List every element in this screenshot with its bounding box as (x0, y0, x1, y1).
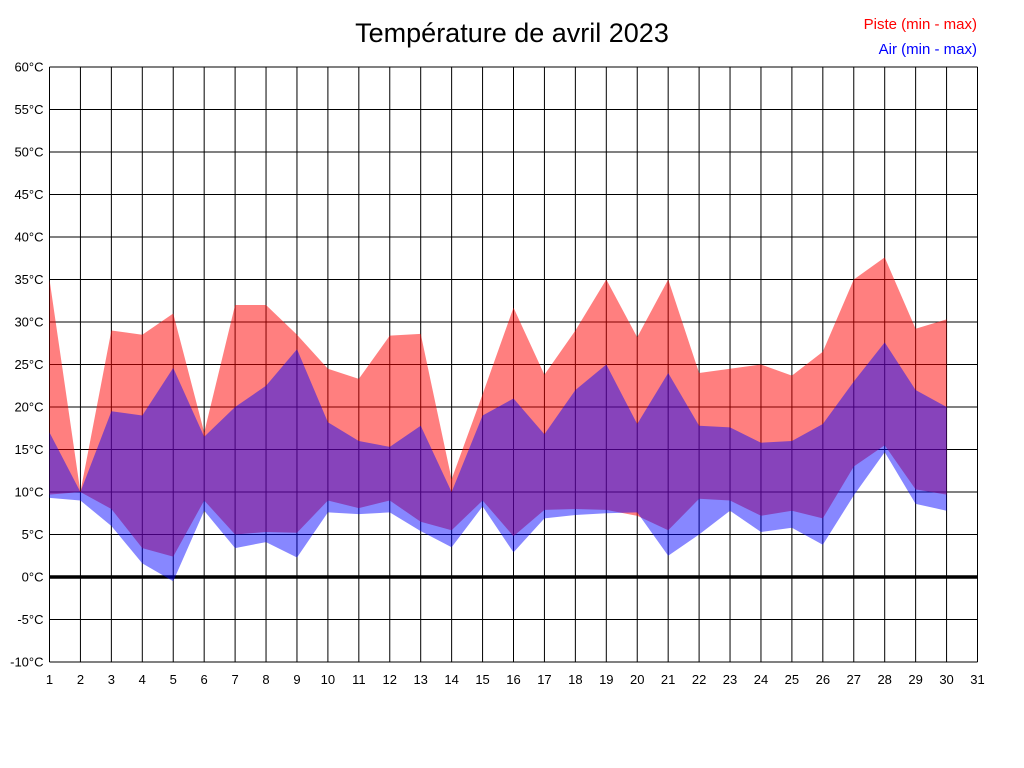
y-tick-label: 50°C (14, 145, 43, 160)
legend-air-label: Air (min - max) (878, 41, 977, 58)
x-tick-label: 15 (475, 672, 489, 687)
y-tick-label: 40°C (14, 230, 43, 245)
band-layer (49, 257, 947, 582)
x-tick-label: 24 (754, 672, 768, 687)
y-tick-label: 5°C (22, 527, 44, 542)
x-tick-label: 18 (568, 672, 582, 687)
y-tick-label: 45°C (14, 187, 43, 202)
x-axis-labels: 1 2 3 4 5 6 7 8 9 10 11 12 13 14 15 16 17 18 19 20 21 22 23 24 2… (46, 672, 985, 687)
x-tick-label: 21 (661, 672, 675, 687)
x-tick-label: 16 (506, 672, 520, 687)
x-tick-label: 25 (785, 672, 799, 687)
x-tick-label: 14 (444, 672, 458, 687)
x-tick-label: 23 (723, 672, 737, 687)
y-tick-label: 60°C (14, 60, 43, 75)
y-tick-label: 0°C (22, 570, 44, 585)
y-tick-label: 20°C (14, 400, 43, 415)
x-tick-label: 22 (692, 672, 706, 687)
y-tick-label: 25°C (14, 357, 43, 372)
legend-piste-label: Piste (min - max) (863, 16, 977, 33)
x-tick-label: 26 (816, 672, 830, 687)
x-tick-label: 12 (383, 672, 397, 687)
piste-band (49, 257, 947, 557)
chart-legend: Piste (min - max) Air (min - max) (864, 12, 977, 62)
x-tick-label: 20 (630, 672, 644, 687)
y-tick-label: -5°C (17, 612, 43, 627)
x-tick-label: 30 (939, 672, 953, 687)
x-tick-label: 5 (170, 672, 177, 687)
y-tick-label: 55°C (14, 102, 43, 117)
chart-title: Température de avril 2023 (355, 18, 669, 48)
y-tick-label: 30°C (14, 315, 43, 330)
y-tick-label: -10°C (10, 655, 43, 670)
x-tick-label: 7 (231, 672, 238, 687)
x-tick-label: 1 (46, 672, 53, 687)
x-tick-label: 11 (352, 672, 366, 687)
x-tick-label: 9 (293, 672, 300, 687)
y-tick-label: 10°C (14, 485, 43, 500)
x-tick-label: 29 (908, 672, 922, 687)
x-tick-label: 8 (262, 672, 269, 687)
x-tick-label: 19 (599, 672, 613, 687)
x-tick-label: 6 (201, 672, 208, 687)
x-tick-label: 13 (413, 672, 427, 687)
x-tick-label: 3 (108, 672, 115, 687)
x-tick-label: 28 (877, 672, 891, 687)
x-tick-label: 17 (537, 672, 551, 687)
x-tick-label: 27 (847, 672, 861, 687)
x-tick-label: 10 (321, 672, 335, 687)
x-tick-label: 4 (139, 672, 146, 687)
x-tick-label: 2 (77, 672, 84, 687)
y-tick-label: 35°C (14, 272, 43, 287)
y-axis-labels: 60°C 55°C 50°C 45°C 40°C 35°C 30°C 25°C 20°C 15°C… (10, 60, 43, 670)
y-tick-label: 15°C (14, 442, 43, 457)
x-tick-label: 31 (970, 672, 984, 687)
air-band (49, 342, 947, 582)
